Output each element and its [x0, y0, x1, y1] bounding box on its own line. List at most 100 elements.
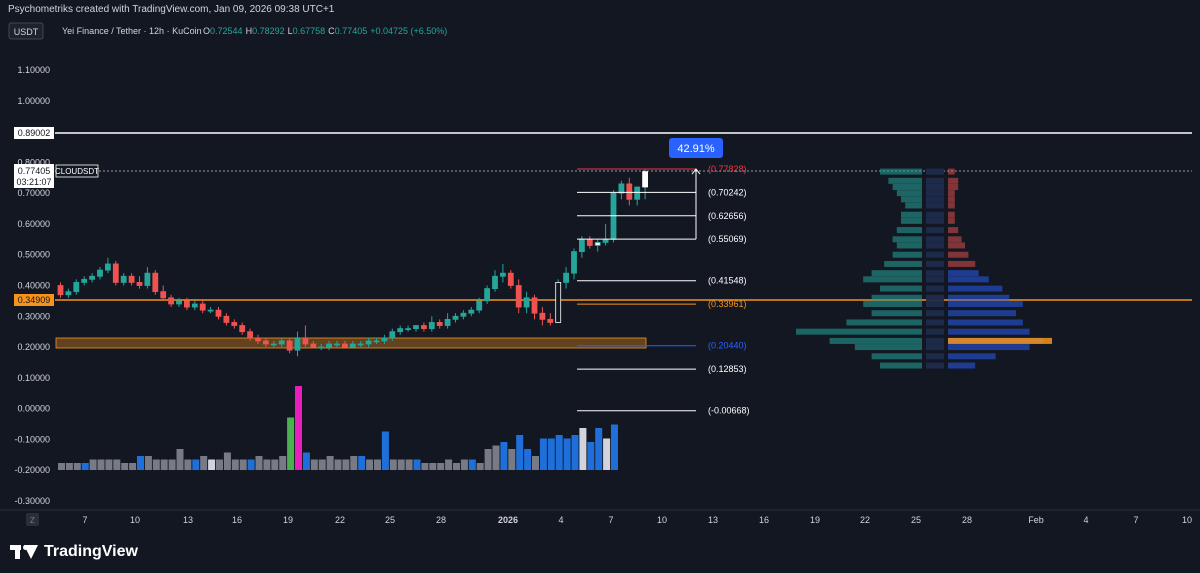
candle-body [579, 238, 585, 253]
demand-zone[interactable] [55, 337, 647, 349]
volume-bar [152, 459, 160, 470]
profile-price-cell [926, 168, 944, 175]
candle-body [105, 263, 111, 271]
volume-bar [397, 459, 405, 470]
profile-sell-bar [948, 300, 1023, 307]
volume-bar [231, 459, 239, 470]
profile-price-cell [926, 236, 944, 243]
candle-body [594, 241, 601, 246]
volume-bar [524, 449, 532, 470]
volume-bar [160, 459, 168, 470]
profile-sell-bar [948, 285, 1003, 292]
ohlc-o_label: O [203, 26, 210, 36]
profile-buy-bar [871, 353, 922, 360]
resistance-label [14, 127, 54, 139]
profile-buy-bar [905, 202, 922, 209]
volume-bar [555, 435, 563, 470]
volume-bar [176, 449, 184, 470]
volume-bar [137, 456, 144, 470]
tradingview-wordmark: TradingView [44, 543, 138, 560]
candle-body [460, 312, 467, 317]
candle-body [618, 183, 625, 194]
volume-bar [595, 428, 603, 470]
time-tick: 28 [436, 515, 446, 525]
volume-bar [358, 456, 366, 470]
ohlc-o_value: 0.72544 [210, 26, 243, 36]
volume-bar [374, 459, 381, 470]
volume-bar [144, 456, 152, 470]
price-tick: 1.10000 [17, 65, 50, 75]
candle-body [539, 312, 546, 320]
candle-body [278, 340, 285, 345]
time-tick: Feb [1028, 515, 1044, 525]
volume-bar [413, 459, 421, 470]
candles [57, 168, 648, 357]
ohlc-change: +0.04725 (+6.50%) [370, 26, 447, 36]
candle-body [176, 300, 182, 305]
candle-body [357, 343, 364, 346]
volume-bar [247, 459, 255, 470]
tradingview-logo[interactable]: TradingView [10, 543, 138, 561]
volume-bar [223, 452, 231, 470]
resistance-label-text: 0.89002 [18, 128, 51, 138]
profile-buy-bar [896, 227, 922, 234]
candle-body [444, 318, 451, 326]
candle-body [89, 275, 95, 280]
price-axis[interactable] [0, 20, 55, 510]
volume-bar [73, 463, 81, 470]
candle-body [231, 322, 238, 326]
volume-bar [121, 463, 129, 470]
profile-buy-bar [863, 276, 922, 283]
volume-bar [437, 463, 445, 470]
candle-body [515, 285, 522, 308]
volume-bar [429, 463, 437, 470]
countdown-text: 03:21:07 [16, 177, 51, 187]
volume-bar [342, 459, 350, 470]
price-tick: 0.60000 [17, 219, 50, 229]
profile-buy-bar [884, 260, 922, 267]
volume-bar [421, 463, 429, 470]
ohlc-c_label: C [328, 26, 335, 36]
candle-body [341, 343, 348, 348]
time-ticks[interactable]: 7 10 13 16 19 22 25 28 2026 4 7 10 13 16 19 22 25 28 Feb 4 7… [82, 515, 1192, 525]
candle-body [507, 272, 514, 286]
volume-bar [516, 435, 524, 470]
candle-body [381, 337, 388, 342]
candle-body [128, 275, 135, 283]
price-chart[interactable]: USDT Yei Finance / Tether · 12h · KuCoin… [0, 20, 1200, 532]
time-tick: 4 [558, 515, 563, 525]
candle-body [239, 325, 246, 333]
fib-retracement[interactable]: (0.77828) (0.70242) (0.62656) (0.55069) (0.4… [577, 164, 750, 416]
profile-price-cell [926, 362, 944, 369]
volume-bar [287, 417, 295, 470]
candle-body [199, 303, 206, 311]
time-tick: 25 [911, 515, 921, 525]
ohlc-c_value: 0.77405 [335, 26, 368, 36]
chart-area[interactable]: USDT Yei Finance / Tether · 12h · KuCoin… [0, 20, 1200, 532]
symbol-title: Yei Finance / Tether · 12h · KuCoin [62, 26, 202, 36]
profile-buy-bar [854, 344, 922, 351]
time-tick: 4 [1083, 515, 1088, 525]
profile-buy-bar [896, 242, 922, 249]
volume-bar [184, 459, 192, 470]
candle-body [547, 318, 554, 323]
profile-sell-bar [948, 183, 959, 190]
percent-badge [669, 138, 723, 158]
profile-poc-bar [948, 337, 1052, 344]
candle-body [389, 331, 396, 339]
ohlc-l_value: 0.67758 [293, 26, 326, 36]
candle-body [436, 322, 443, 326]
currency-button[interactable] [8, 22, 44, 40]
volume-bar [587, 442, 595, 470]
profile-sell-bar [948, 211, 955, 218]
profile-sell-bar [948, 251, 969, 258]
price-tick: 0.30000 [17, 311, 50, 321]
volume-bar [58, 463, 65, 470]
timezone-button[interactable] [26, 513, 39, 526]
candle-body [586, 238, 593, 246]
volume-bar [579, 428, 587, 470]
volume-bar [81, 463, 89, 470]
candle-body [73, 282, 80, 293]
volume-bar [492, 445, 500, 470]
candle-body [270, 343, 277, 346]
